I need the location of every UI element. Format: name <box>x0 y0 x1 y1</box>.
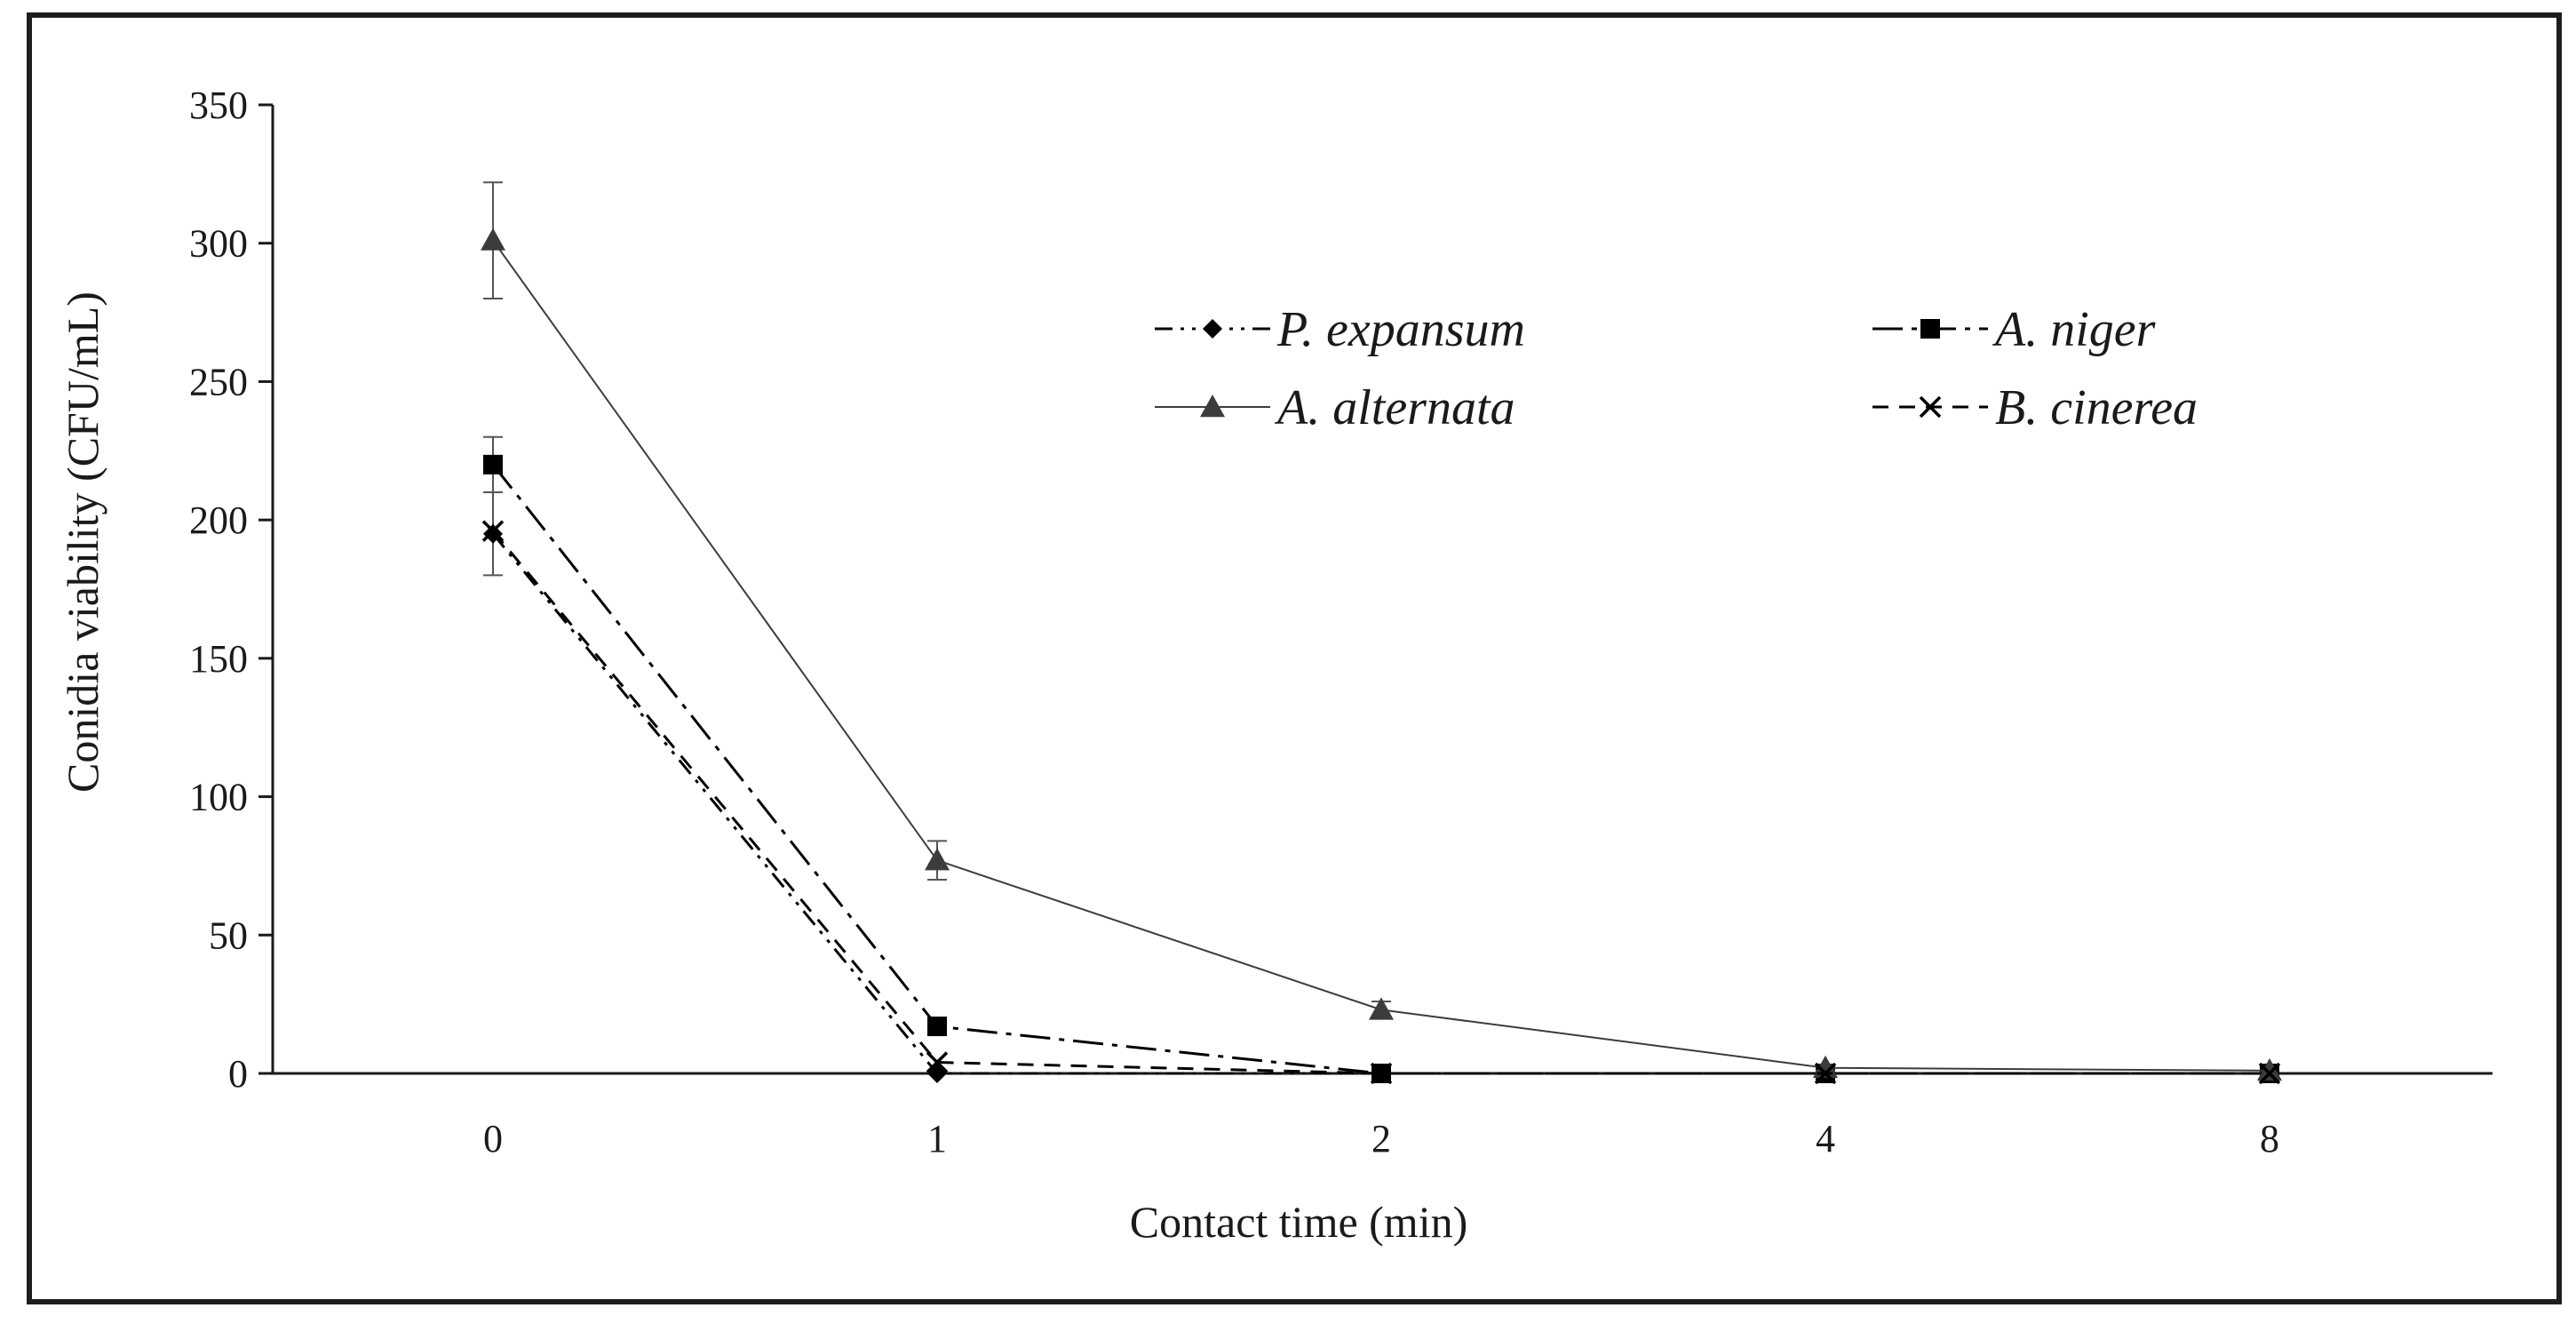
x-axis: 0 1 2 4 8 <box>273 1072 2493 1160</box>
y-axis-title: Conidia viability (CFU/mL) <box>58 291 107 793</box>
legend: P. expansum A. niger A. alternata B. cinere… <box>1155 302 2198 435</box>
series-a-niger <box>483 435 2279 1083</box>
data-point-triangle <box>925 848 950 871</box>
x-tick-label: 0 <box>483 1117 503 1160</box>
data-point-x <box>1370 1062 1393 1085</box>
data-point-square <box>483 454 503 475</box>
y-axis: 0 50 100 150 200 250 300 350 <box>189 84 274 1096</box>
data-point-x <box>481 520 505 542</box>
legend-label: B. cinerea <box>1995 380 2198 435</box>
legend-marker-diamond <box>1203 319 1222 339</box>
data-point-x <box>926 1051 949 1073</box>
y-tick-label: 100 <box>189 776 248 819</box>
legend-label: A. alternata <box>1274 380 1515 435</box>
data-point-triangle <box>1369 997 1394 1020</box>
data-point-square <box>927 1017 947 1037</box>
x-tick-label: 8 <box>2260 1117 2279 1160</box>
legend-marker-triangle <box>1200 395 1225 418</box>
chart-frame <box>27 12 2562 1304</box>
x-tick-label: 1 <box>927 1117 947 1160</box>
legend-entry-b-cinerea: B. cinerea <box>1872 380 2198 435</box>
series-p-expansum <box>483 491 2279 1083</box>
series-line-a-alternata <box>492 240 2270 1072</box>
x-tick-label: 4 <box>1816 1117 1835 1160</box>
y-tick-label: 50 <box>209 913 248 957</box>
data-point-x <box>2258 1062 2281 1085</box>
legend-marker-square <box>1920 319 1940 339</box>
series-line-a-niger <box>491 463 2270 1075</box>
y-tick-label: 200 <box>189 498 248 542</box>
y-tick-label: 350 <box>189 84 248 127</box>
data-point-triangle <box>481 227 505 251</box>
legend-entry-a-alternata: A. alternata <box>1155 380 1515 435</box>
x-tick-label: 2 <box>1371 1117 1391 1160</box>
legend-label: P. expansum <box>1276 302 1525 357</box>
series-a-alternata <box>481 181 2282 1081</box>
series-b-cinerea <box>481 520 2281 1085</box>
legend-entry-p-expansum: P. expansum <box>1155 302 1525 357</box>
x-axis-title: Contact time (min) <box>1130 1197 1467 1247</box>
data-point-x <box>1814 1062 1837 1085</box>
y-tick-label: 300 <box>189 222 248 266</box>
y-tick-label: 250 <box>189 360 248 403</box>
series-line-p-expansum <box>491 532 2270 1075</box>
legend-marker-x <box>1919 395 1942 419</box>
y-tick-label: 0 <box>228 1052 248 1096</box>
series-line-b-cinerea <box>491 530 2270 1075</box>
series-layer <box>481 181 2282 1085</box>
data-point-triangle <box>2257 1057 2282 1081</box>
y-tick-label: 150 <box>189 637 248 681</box>
legend-label: A. niger <box>1992 302 2156 357</box>
legend-entry-a-niger: A. niger <box>1872 302 2156 357</box>
